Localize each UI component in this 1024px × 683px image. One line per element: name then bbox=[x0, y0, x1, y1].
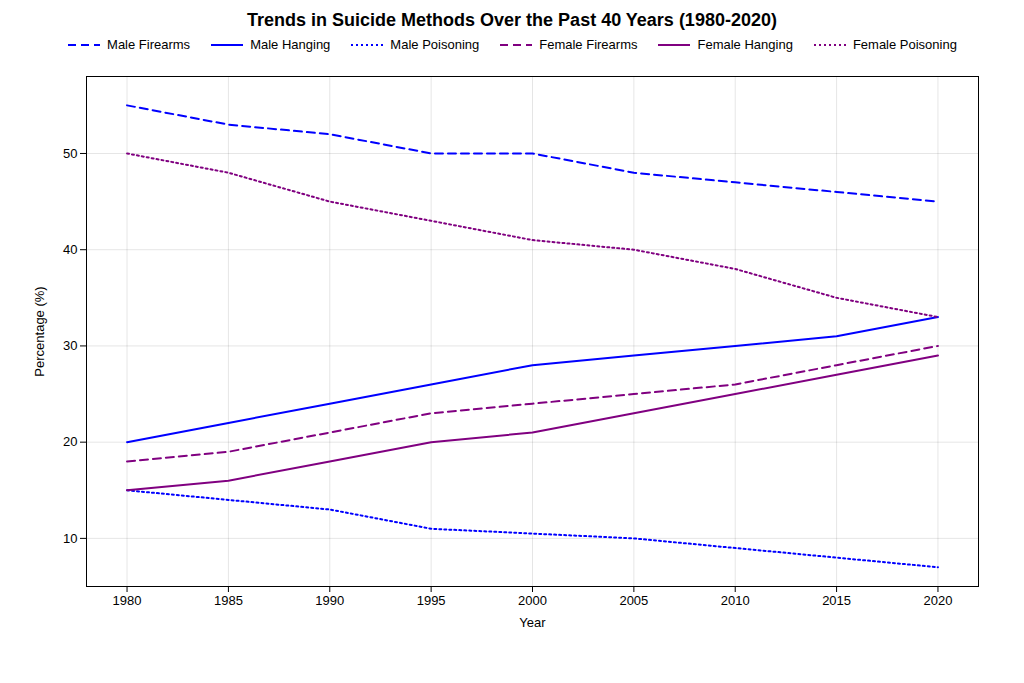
svg-text:2000: 2000 bbox=[518, 593, 547, 608]
html-text:Trends in Suicide Methods Over: Trends in Suicide Methods Over the Past … bbox=[247, 10, 777, 30]
html-text:Female Poisoning: Female Poisoning bbox=[852, 37, 957, 52]
svg-text:1985: 1985 bbox=[214, 593, 243, 608]
svg-text:Year: Year bbox=[519, 615, 546, 630]
html-text:Female Hanging: Female Hanging bbox=[697, 37, 793, 52]
svg-text:50: 50 bbox=[63, 146, 77, 161]
html-text:Male Poisoning: Male Poisoning bbox=[390, 37, 480, 52]
html-text:Male Hanging: Male Hanging bbox=[250, 37, 331, 52]
svg-text:20: 20 bbox=[63, 434, 77, 449]
svg-text:1995: 1995 bbox=[417, 593, 446, 608]
svg-text:2005: 2005 bbox=[619, 593, 648, 608]
svg-text:10: 10 bbox=[63, 531, 77, 546]
html-text:Male Firearms: Male Firearms bbox=[107, 37, 191, 52]
svg-text:2020: 2020 bbox=[923, 593, 952, 608]
svg-text:1990: 1990 bbox=[315, 593, 344, 608]
svg-text:1980: 1980 bbox=[113, 593, 142, 608]
svg-text:40: 40 bbox=[63, 242, 77, 257]
svg-text:2010: 2010 bbox=[721, 593, 750, 608]
svg-text:Percentage (%): Percentage (%) bbox=[32, 286, 47, 376]
svg-text:30: 30 bbox=[63, 338, 77, 353]
html-text:Female Firearms: Female Firearms bbox=[539, 37, 638, 52]
svg-text:2015: 2015 bbox=[822, 593, 851, 608]
